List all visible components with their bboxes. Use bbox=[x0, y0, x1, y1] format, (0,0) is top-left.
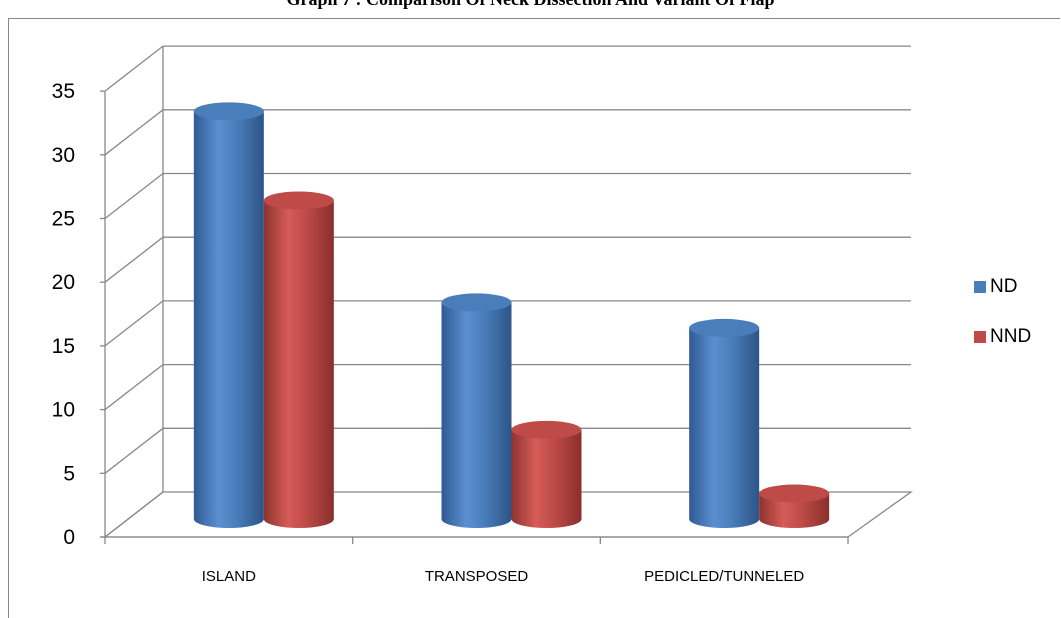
chart-title: Graph 7 : Comparison Of Neck Dissection … bbox=[0, 0, 1061, 10]
x-tick-label: TRANSPOSED bbox=[425, 568, 529, 585]
legend-swatch bbox=[974, 331, 986, 343]
legend-label: ND bbox=[990, 276, 1017, 297]
gridline-diagonal bbox=[104, 109, 164, 156]
bar-body bbox=[689, 327, 760, 528]
bar-body bbox=[759, 493, 830, 528]
legend-layer: ND NND bbox=[974, 276, 1031, 347]
gridline-diagonal bbox=[104, 45, 164, 92]
bar-top bbox=[441, 293, 512, 312]
gridline-diagonal bbox=[104, 300, 164, 347]
gridline-diagonal bbox=[104, 427, 164, 474]
x-tick-label: ISLAND bbox=[202, 568, 256, 585]
bar-nnd-pedicled-tunneled bbox=[759, 484, 830, 528]
legend-label: NND bbox=[990, 326, 1031, 347]
bars-layer bbox=[193, 102, 830, 528]
bar-top bbox=[689, 318, 760, 337]
bar-body bbox=[263, 200, 334, 528]
bar-top bbox=[193, 102, 264, 121]
bar-top bbox=[263, 191, 334, 210]
y-tick-label: 30 bbox=[52, 144, 75, 167]
x-tick-label: PEDICLED/TUNNELED bbox=[644, 568, 804, 585]
bar-body bbox=[511, 429, 582, 528]
y-tick-label: 15 bbox=[52, 335, 75, 358]
bar-top bbox=[759, 484, 830, 503]
bar-top bbox=[511, 420, 582, 439]
bar-nd-island bbox=[193, 102, 264, 528]
y-tick-label: 25 bbox=[52, 208, 75, 231]
bar-body bbox=[193, 111, 264, 528]
bar-nd-transposed bbox=[441, 293, 512, 528]
bar-body bbox=[441, 302, 512, 528]
gridline-diagonal bbox=[104, 236, 164, 283]
bar-nnd-transposed bbox=[511, 420, 582, 528]
labels-layer: 0 5 10 15 20 25 30 35 ISLAND TRANSPOSED PEDICLED/T… bbox=[52, 80, 805, 585]
chart-frame bbox=[8, 18, 1060, 618]
y-tick-label: 20 bbox=[52, 271, 75, 294]
y-tick-label: 0 bbox=[63, 526, 75, 549]
axis-layer bbox=[100, 90, 849, 544]
gridline-diagonal bbox=[104, 364, 164, 411]
legend-swatch bbox=[974, 281, 986, 293]
bar-nd-pedicled-tunneled bbox=[689, 318, 760, 528]
y-tick-label: 10 bbox=[52, 399, 75, 422]
bar-nnd-island bbox=[263, 191, 334, 528]
gridline-diagonal bbox=[104, 172, 164, 220]
y-tick-label: 35 bbox=[52, 80, 75, 103]
y-tick-label: 5 bbox=[63, 462, 75, 485]
